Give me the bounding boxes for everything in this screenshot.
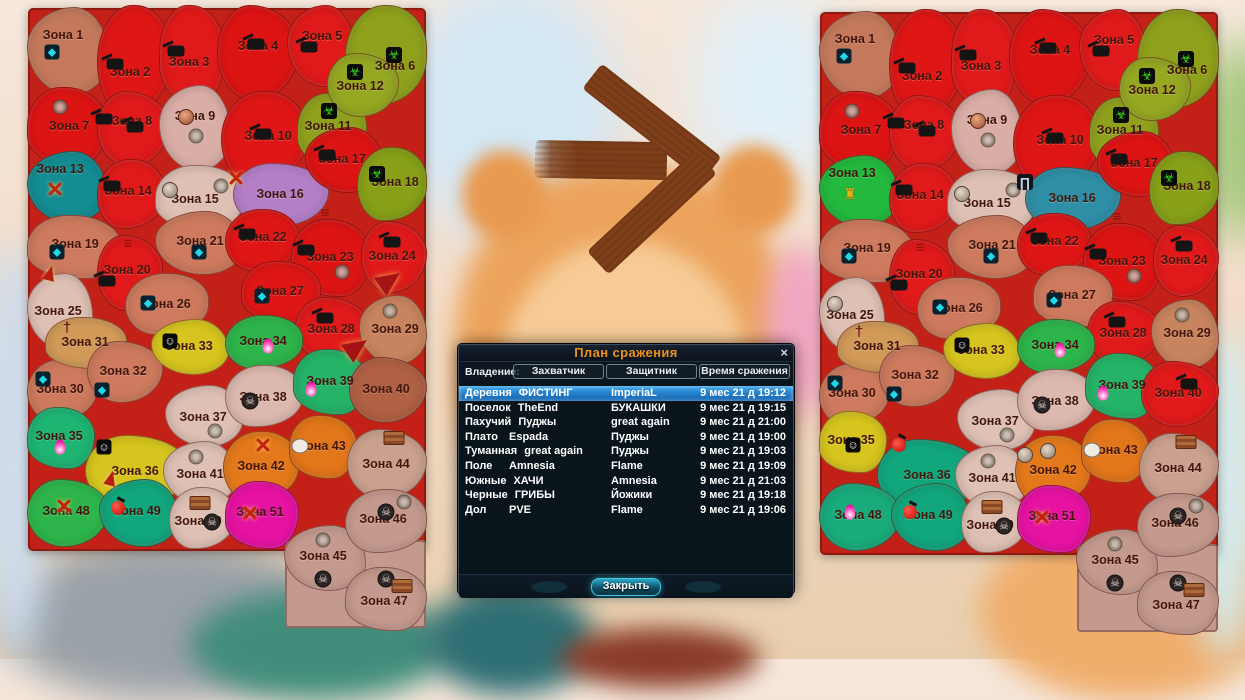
zone-tile-47[interactable] [345,567,427,631]
battle-defender: Flame [611,459,643,472]
zone-tile-12[interactable] [1119,57,1191,121]
battle-defender: Пуджы [611,445,649,458]
zone-tile-14[interactable] [889,163,957,233]
zone-tile-46[interactable] [1137,493,1219,557]
battle-rows: Деревня ФИСТИНГ ImperiaL 9 мес 21 д 19:12 По… [459,381,793,574]
zone-tile-18[interactable] [1149,151,1219,225]
battle-row[interactable]: Поселок TheEnd БУКАШКИ 9 мес 21 д 19:15 [459,401,793,416]
dialog-footer: Закрыть [459,574,793,598]
close-icon[interactable]: × [780,345,788,360]
zone-tile-4[interactable] [1009,9,1091,105]
battle-attacker: TheEnd [517,401,559,414]
battle-row[interactable]: Черные ГРИБЫ Йожики 9 мес 21 д 19:18 [459,488,793,503]
battle-attacker: ХАЧИ [513,474,544,487]
battle-row[interactable]: Пахучий Пуджы great again 9 мес 21 д 21:00 [459,415,793,430]
column-header-owner: Владение: [465,365,520,378]
battle-attacker: ГРИБЫ [514,489,555,502]
battle-row[interactable]: Плато Espada Пуджы 9 мес 21 д 19:00 [459,430,793,445]
battle-plan-dialog: План сражения × Владение: Захватчик Защи… [457,343,795,598]
battle-owner: Пахучий [465,416,512,429]
teal-vase-blob [425,585,595,695]
zone-tile-48[interactable] [27,479,109,547]
battle-owner: Деревня [465,387,512,399]
zone-tile-46[interactable] [345,489,427,553]
column-header-defender[interactable]: Защитник [606,364,697,379]
battle-time: 9 мес 21 д 19:00 [700,430,786,443]
battle-owner: Дол [465,503,487,516]
zone-tile-24[interactable] [361,221,427,293]
zone-tile-51[interactable] [1017,485,1091,553]
battle-attacker: PVE [509,503,532,516]
zone-tile-48[interactable] [819,483,901,551]
battle-owner: Южные [465,474,507,487]
battle-time: 9 мес 21 д 21:03 [700,474,786,487]
lion-ear [462,150,547,240]
battle-time: 9 мес 21 д 21:00 [700,416,786,429]
zone-tile-13[interactable] [819,155,899,227]
battle-time: 9 мес 21 д 19:06 [700,503,786,516]
battle-attacker: Espada [509,430,549,443]
battle-defender: ImperiaL [611,387,657,399]
battle-owner: Поле [465,459,493,472]
arrow-annotation-stroke [534,139,668,181]
zone-tile-35[interactable] [27,407,95,469]
battle-defender: Пуджы [611,430,649,443]
zone-tile-51[interactable] [225,481,299,549]
battle-time: 9 мес 21 д 19:18 [700,489,786,502]
battle-row[interactable]: Туманная great again Пуджы 9 мес 21 д 19:03 [459,444,793,459]
battle-attacker: Amnesia [509,459,555,472]
battle-defender: great again [611,416,670,429]
battle-attacker: Пуджы [518,416,557,429]
red-knot-blob [560,628,760,688]
zone-tile-8[interactable] [889,95,961,171]
column-header-attacker[interactable]: Захватчик [513,364,604,379]
screenshot-root: { "dialog": { "title": "План сражения", … [0,0,1245,659]
zone-tile-18[interactable] [357,147,427,221]
dialog-title: План сражения [459,345,793,362]
battle-time: 9 мес 21 д 19:12 [700,387,786,399]
battle-row[interactable]: Дол PVE Flame 9 мес 21 д 19:06 [459,503,793,518]
battle-attacker: ФИСТИНГ [518,387,573,399]
battle-time: 9 мес 21 д 19:03 [700,445,786,458]
battle-defender: БУКАШКИ [611,401,666,414]
zone-tile-40[interactable] [1141,361,1219,427]
battle-defender: Йожики [611,489,653,502]
battle-time: 9 мес 21 д 19:09 [700,459,786,472]
battle-row[interactable]: Деревня ФИСТИНГ ImperiaL 9 мес 21 д 19:12 [459,386,793,401]
battle-time: 9 мес 21 д 19:15 [700,401,786,414]
zone-tile-24[interactable] [1153,225,1219,297]
battle-attacker: great again [524,445,583,458]
table-header: Владение: Захватчик Защитник Время сраже… [459,362,793,381]
close-button[interactable]: Закрыть [591,577,661,596]
lion-ear [712,145,797,235]
battle-owner: Туманная [465,445,518,458]
zone-tile-40[interactable] [349,357,427,423]
zone-tile-35[interactable] [819,411,887,473]
zone-tile-13[interactable] [27,151,107,223]
battle-owner: Поселок [465,401,511,414]
zone-tile-47[interactable] [1137,571,1219,635]
zone-tile-4[interactable] [217,5,299,101]
battle-owner: Черные [465,489,508,502]
zone-tile-12[interactable] [327,53,399,117]
zone-tile-38[interactable] [1017,369,1095,431]
battle-row[interactable]: Южные ХАЧИ Amnesia 9 мес 21 д 21:03 [459,474,793,489]
battle-defender: Amnesia [611,474,657,487]
column-header-time[interactable]: Время сражения [699,364,790,379]
battle-row[interactable]: Поле Amnesia Flame 9 мес 21 д 19:09 [459,459,793,474]
battle-owner: Плато [465,430,498,443]
battle-defender: Flame [611,503,643,516]
